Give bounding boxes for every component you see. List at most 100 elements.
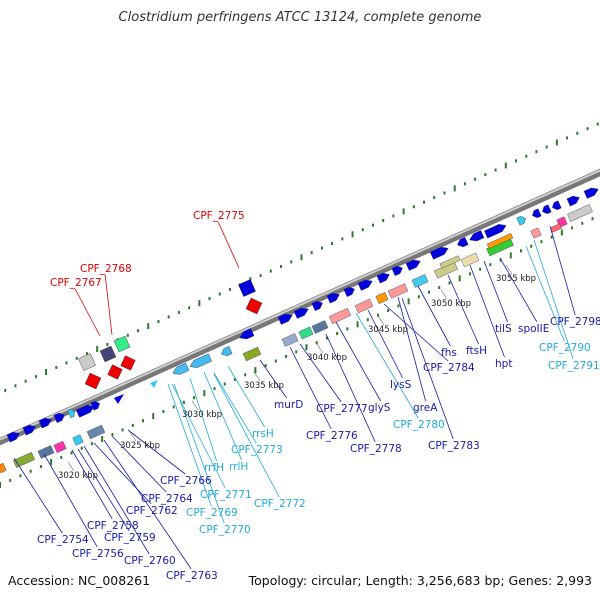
gene-label[interactable]: tilS bbox=[495, 323, 512, 335]
label-leader-lines bbox=[13, 221, 576, 570]
leader-line bbox=[213, 373, 280, 498]
gene-label[interactable]: CPF_2772 bbox=[254, 498, 306, 510]
feature-square bbox=[107, 364, 123, 380]
gene-label[interactable]: CPF_2766 bbox=[160, 475, 212, 487]
gene-arrow bbox=[583, 187, 599, 199]
kbp-label: 3040 kbp bbox=[307, 353, 347, 363]
leader-line bbox=[299, 343, 342, 403]
gene-label[interactable]: murD bbox=[274, 399, 303, 411]
feature-square bbox=[78, 353, 96, 371]
gene-label[interactable]: CPF_2790 bbox=[539, 342, 591, 354]
gene-label[interactable]: CPF_2798 bbox=[550, 316, 600, 328]
gene-label[interactable]: CPF_2775 bbox=[193, 210, 245, 222]
feature-triangle bbox=[150, 380, 158, 388]
gene-label[interactable]: glyS bbox=[368, 402, 391, 414]
leader-line bbox=[289, 346, 332, 430]
leader-line bbox=[549, 225, 576, 316]
leader-line bbox=[127, 429, 186, 475]
gene-box bbox=[550, 223, 562, 233]
leader-line bbox=[203, 371, 242, 461]
gene-arrow bbox=[484, 224, 507, 239]
gene-label[interactable]: rrsH bbox=[252, 428, 274, 440]
gene-label[interactable]: greA bbox=[413, 402, 438, 414]
kbp-label: 3030 kbp bbox=[182, 410, 222, 420]
gene-box bbox=[567, 204, 593, 222]
gene-arrow bbox=[326, 292, 340, 304]
gene-box bbox=[411, 274, 429, 288]
gene-label[interactable]: spoIIE bbox=[518, 323, 549, 335]
gene-label[interactable]: CPF_2777 bbox=[316, 403, 368, 415]
leader-line bbox=[171, 383, 226, 489]
gene-label[interactable]: rrlH bbox=[229, 461, 248, 473]
gene-label[interactable]: CPF_2758 bbox=[87, 520, 139, 532]
gene-box bbox=[486, 233, 514, 249]
leader-line bbox=[103, 439, 192, 570]
gene-arrow bbox=[405, 259, 421, 271]
gene-label[interactable]: CPF_2791 bbox=[548, 360, 600, 372]
feature-square bbox=[113, 335, 131, 353]
kbp-label: 3025 kbp bbox=[120, 441, 160, 451]
gene-arrow bbox=[38, 417, 52, 429]
leader-line bbox=[355, 312, 419, 419]
gene-label[interactable]: CPF_2784 bbox=[423, 362, 475, 374]
gene-box bbox=[439, 255, 461, 269]
leader-line bbox=[213, 372, 257, 444]
gene-features bbox=[0, 187, 599, 474]
leader-line bbox=[93, 442, 152, 505]
gene-labels: CPF_2775 CPF_2768 CPF_2767 murD CPF_2777 CPF_… bbox=[37, 210, 600, 582]
gene-arrow bbox=[469, 230, 485, 242]
gene-arrow bbox=[429, 246, 449, 260]
gene-label[interactable]: CPF_2771 bbox=[200, 489, 252, 501]
gene-label[interactable]: CPF_2767 bbox=[50, 277, 102, 289]
gene-label[interactable]: ftsH bbox=[466, 345, 487, 357]
gene-label[interactable]: lysS bbox=[390, 379, 412, 391]
leader-line bbox=[447, 274, 479, 345]
gene-label[interactable]: CPF_2768 bbox=[80, 263, 132, 275]
feature-square bbox=[238, 279, 256, 297]
leader-line bbox=[71, 449, 113, 520]
gene-label[interactable]: CPF_2754 bbox=[37, 534, 89, 546]
gene-box bbox=[12, 451, 36, 469]
leader-line bbox=[259, 359, 287, 399]
gene-label[interactable]: CPF_2770 bbox=[199, 524, 251, 536]
gene-box bbox=[86, 424, 106, 440]
leader-line bbox=[483, 260, 508, 323]
leader-line bbox=[469, 264, 505, 358]
gene-label[interactable]: CPF_2760 bbox=[124, 555, 176, 567]
gene-label[interactable]: CPF_2776 bbox=[306, 430, 358, 442]
gene-label[interactable]: rrfH bbox=[204, 462, 224, 474]
gene-label[interactable]: CPF_2783 bbox=[428, 440, 480, 452]
map-title: Clostridium perfringens ATCC 13124, comp… bbox=[118, 10, 482, 25]
leader-line bbox=[383, 303, 449, 362]
gene-arrow bbox=[516, 215, 526, 226]
gene-label[interactable]: CPF_2756 bbox=[72, 548, 124, 560]
feature-square bbox=[120, 355, 136, 371]
gene-label[interactable]: CPF_2769 bbox=[186, 507, 238, 519]
gene-box bbox=[72, 434, 84, 446]
gene-label[interactable]: hpt bbox=[495, 358, 512, 370]
kbp-scale: 3020 kbp 3025 kbp 3030 kbp 3035 kbp 3040 kbp… bbox=[58, 264, 536, 481]
leader-line bbox=[499, 257, 538, 323]
leader-line bbox=[367, 309, 403, 379]
gene-label[interactable]: CPF_2763 bbox=[166, 570, 218, 582]
feature-square bbox=[99, 345, 117, 363]
outer-tick-ring bbox=[4, 122, 599, 392]
gene-label[interactable]: fhs bbox=[441, 347, 457, 359]
gene-arrow bbox=[566, 195, 580, 207]
gene-label[interactable]: CPF_2759 bbox=[104, 532, 156, 544]
leader-line bbox=[217, 221, 240, 269]
gene-box bbox=[298, 326, 314, 340]
gene-label[interactable]: CPF_2773 bbox=[231, 444, 283, 456]
gene-arrow bbox=[542, 204, 552, 215]
leader-line bbox=[173, 383, 225, 524]
gene-label[interactable]: CPF_2778 bbox=[350, 443, 402, 455]
gene-label[interactable]: CPF_2762 bbox=[126, 505, 178, 517]
gene-box bbox=[311, 320, 329, 334]
leader-line bbox=[104, 274, 113, 336]
gene-arrow bbox=[172, 362, 190, 375]
backbone bbox=[0, 168, 600, 446]
leader-line bbox=[83, 445, 150, 555]
gene-label[interactable]: CPF_2780 bbox=[393, 419, 445, 431]
gene-label[interactable]: CPF_2764 bbox=[141, 493, 193, 505]
gene-arrow bbox=[311, 300, 323, 311]
